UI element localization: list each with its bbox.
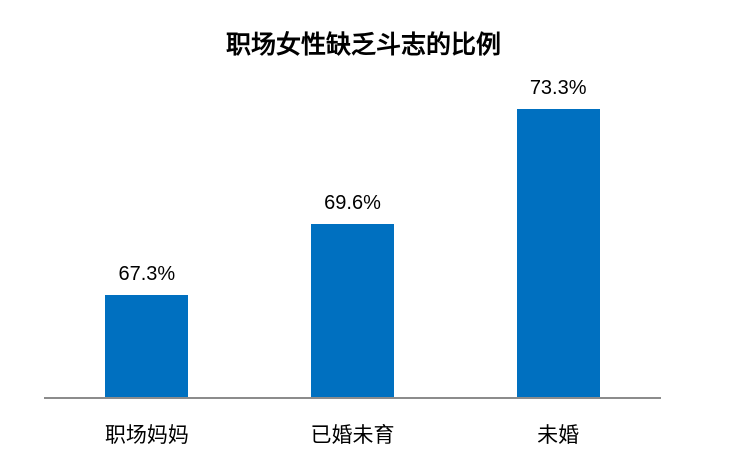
x-axis-label: 未婚	[537, 424, 580, 447]
bar-value-label: 73.3%	[529, 77, 587, 99]
bar	[105, 295, 189, 398]
x-axis-label: 已婚未育	[310, 424, 395, 447]
x-axis-labels: 职场妈妈 已婚未育 未婚	[44, 419, 661, 449]
bar-group: 69.6%	[250, 60, 456, 398]
bar	[516, 109, 600, 398]
bar-value-label: 67.3%	[118, 263, 176, 285]
x-axis-line	[44, 397, 661, 399]
bar-value-label: 69.6%	[324, 192, 381, 214]
chart-title: 职场女性缺乏斗志的比例	[225, 31, 501, 59]
bar-group: 73.3%	[455, 60, 661, 398]
bar	[311, 224, 394, 398]
bar-series: 67.3% 69.6% 73.3%	[44, 60, 661, 398]
x-axis-label: 职场妈妈	[104, 424, 189, 447]
plot-area: 67.3% 69.6% 73.3%	[44, 60, 661, 398]
bar-group: 67.3%	[44, 60, 250, 398]
